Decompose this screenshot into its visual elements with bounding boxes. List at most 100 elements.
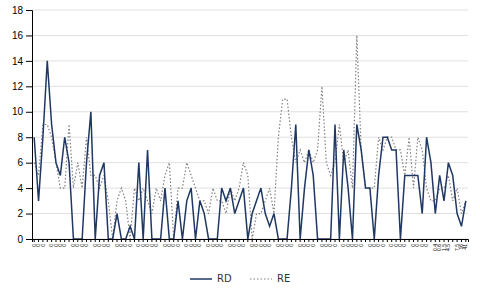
y-axis: 024681012141618 [12, 5, 33, 245]
tick-label: 0 [401, 244, 407, 247]
tick [182, 239, 183, 242]
tick-label: 4.5 [445, 244, 451, 251]
tick-mark [252, 239, 253, 242]
tick-mark [321, 239, 322, 242]
tick-mark [108, 239, 109, 242]
tick-mark [435, 239, 436, 242]
tick: 41 [462, 239, 468, 250]
tick-mark [73, 239, 74, 242]
tick [339, 239, 340, 242]
legend-item: RD [190, 273, 232, 284]
tick-label: 0 [310, 244, 316, 247]
tick [112, 239, 113, 242]
tick-mark [287, 239, 288, 242]
tick-mark [134, 239, 135, 242]
legend-swatch [190, 278, 212, 280]
tick-mark [361, 239, 362, 242]
grid-line [32, 10, 468, 11]
tick: 0 [380, 239, 386, 247]
tick-label: 0 [240, 244, 246, 247]
chart: 0246810121416180000000000000000000000000… [0, 0, 480, 289]
tick: 0 [196, 239, 202, 247]
tick: 0 [105, 239, 111, 247]
tick-mark [26, 239, 32, 240]
tick-mark [308, 239, 309, 242]
tick-mark [151, 239, 152, 242]
series-line [34, 35, 466, 239]
tick-mark [26, 188, 32, 189]
tick: 0 [266, 239, 272, 247]
tick-mark [409, 239, 410, 242]
tick-label: 0 [266, 244, 272, 247]
tick-mark [439, 239, 440, 242]
tick: 0 [240, 239, 246, 247]
tick-mark [26, 10, 32, 11]
tick-label: 6 [17, 157, 23, 168]
tick-mark [382, 239, 383, 242]
tick: 0 [40, 239, 46, 247]
tick-mark [448, 239, 449, 242]
tick-mark [300, 239, 301, 242]
tick-label: 0 [288, 244, 294, 247]
tick-mark [265, 239, 266, 242]
tick-mark [112, 239, 113, 242]
tick-mark [143, 239, 144, 242]
tick-mark [234, 239, 235, 242]
tick: 0 [358, 239, 364, 247]
tick [160, 239, 161, 242]
tick [409, 239, 410, 242]
tick-mark [156, 239, 157, 242]
tick: 14 [12, 56, 32, 67]
tick [90, 239, 91, 242]
series-line [34, 61, 466, 239]
axis-line [33, 240, 469, 243]
tick-mark [457, 239, 458, 242]
tick-mark [60, 239, 61, 242]
legend: RDRE [190, 273, 290, 284]
tick-mark [138, 239, 139, 242]
tick-mark [291, 239, 292, 242]
tick-mark [317, 239, 318, 242]
tick-mark [369, 239, 370, 242]
tick-mark [42, 239, 43, 242]
tick-label: 0 [83, 244, 89, 247]
tick-label: 0 [196, 244, 202, 247]
grid-line [32, 60, 468, 61]
tick-mark [186, 239, 187, 242]
tick-mark [391, 239, 392, 242]
tick [69, 239, 70, 242]
tick-label: 4 [17, 183, 23, 194]
tick-label: 0 [218, 244, 224, 247]
tick-label: 0 [127, 244, 133, 247]
legend-label: RD [217, 273, 232, 284]
tick: 0 [423, 239, 429, 247]
grid-line [32, 86, 468, 87]
tick-mark [326, 239, 327, 242]
x-axis: 0000000000000000000000000000000000000000… [31, 239, 469, 251]
tick: 16 [12, 30, 32, 41]
tick-mark [208, 239, 209, 242]
tick: 0 [288, 239, 294, 247]
tick: 4.5 [445, 239, 451, 251]
tick-mark [422, 239, 423, 242]
tick [47, 239, 48, 242]
tick-mark [221, 239, 222, 242]
tick-mark [34, 239, 35, 242]
tick [204, 239, 205, 242]
tick-mark [125, 239, 126, 242]
tick-mark [400, 239, 401, 242]
tick-mark [330, 239, 331, 242]
tick-mark [430, 239, 431, 242]
tick-mark [444, 239, 445, 242]
tick-label: 0 [358, 244, 364, 247]
tick-label: 0 [380, 244, 386, 247]
tick-label: 0 [61, 244, 67, 247]
tick-label: 0 [175, 244, 181, 247]
tick-label: 0 [423, 244, 429, 247]
grid-line [32, 137, 468, 138]
tick-mark [169, 239, 170, 242]
tick-mark [204, 239, 205, 242]
tick-label: 8 [17, 132, 23, 143]
tick-mark [461, 239, 462, 242]
tick-mark [191, 239, 192, 242]
